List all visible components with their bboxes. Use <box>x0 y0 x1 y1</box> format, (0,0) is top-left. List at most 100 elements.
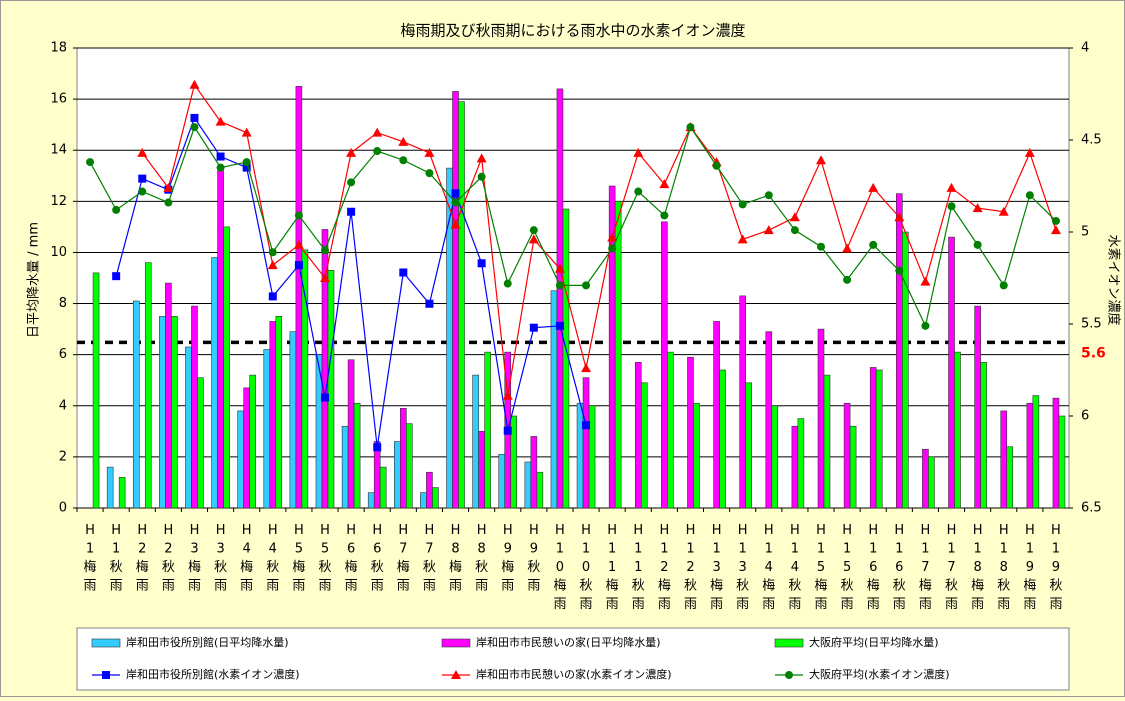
bar <box>791 425 799 509</box>
y-tick-label: 2 <box>59 449 67 464</box>
marker <box>163 182 174 192</box>
marker <box>398 136 409 146</box>
marker <box>267 260 278 270</box>
bar <box>823 374 831 509</box>
chart-title: 梅雨期及び秋雨期における雨水中の水素イオン濃度 <box>400 22 745 40</box>
marker <box>581 363 592 373</box>
bar <box>719 369 726 509</box>
marker <box>190 113 199 122</box>
marker <box>137 147 148 157</box>
bar <box>875 369 883 509</box>
marker <box>294 261 303 270</box>
marker <box>528 234 539 244</box>
bar <box>452 91 459 509</box>
bar <box>165 282 172 509</box>
marker <box>476 153 487 163</box>
bar <box>478 431 485 509</box>
marker <box>347 207 356 216</box>
bar <box>869 367 877 509</box>
bar <box>634 362 642 509</box>
marker <box>659 179 670 189</box>
marker <box>451 198 460 207</box>
x-tick-label: H 1 秋雨 <box>110 523 123 594</box>
marker <box>321 246 329 255</box>
marker <box>972 203 983 213</box>
x-tick-label: H 1 3 梅雨 <box>710 523 723 612</box>
y2-tick-label: 4.5 <box>1081 133 1102 148</box>
marker <box>112 205 121 214</box>
y-tick-label: 10 <box>50 245 67 260</box>
marker <box>1050 225 1061 235</box>
marker <box>190 123 199 132</box>
x-tick-label: H 4 梅雨 <box>240 523 253 594</box>
marker <box>608 244 617 253</box>
marker <box>216 163 225 172</box>
marker <box>582 421 591 430</box>
bar <box>765 331 773 509</box>
marker <box>869 240 878 249</box>
marker <box>895 266 904 275</box>
bar <box>420 492 427 509</box>
legend-label: 大阪府平均(水素イオン濃度) <box>809 667 950 681</box>
marker <box>373 443 382 452</box>
bar <box>406 423 413 509</box>
bar <box>289 331 297 509</box>
bar <box>249 374 256 509</box>
reference-label: 5.6 <box>1081 345 1106 361</box>
bar <box>159 316 166 509</box>
marker <box>947 202 956 211</box>
marker <box>763 225 774 235</box>
x-tick-label: H 1 1 秋雨 <box>632 523 645 612</box>
marker <box>633 147 644 157</box>
marker <box>451 670 461 679</box>
x-tick-label: H 4 秋雨 <box>266 523 279 594</box>
marker <box>503 426 512 435</box>
bar <box>269 321 277 509</box>
bar <box>902 231 909 509</box>
marker <box>686 123 695 132</box>
bar <box>237 410 244 509</box>
bar <box>849 425 857 509</box>
marker <box>424 147 435 157</box>
marker <box>347 178 356 187</box>
marker <box>894 212 905 222</box>
marker <box>477 259 486 268</box>
x-tick-label: H 9 秋雨 <box>527 523 540 594</box>
x-tick-label: H 1 5 梅雨 <box>814 523 827 612</box>
marker <box>425 169 434 178</box>
marker <box>138 187 147 196</box>
bar <box>301 249 309 509</box>
line <box>89 125 1057 328</box>
marker <box>999 281 1008 290</box>
y-tick-label: 6 <box>59 347 67 362</box>
bar <box>817 328 825 509</box>
bar <box>745 382 752 509</box>
bar <box>974 305 981 509</box>
marker <box>503 279 512 288</box>
x-tick-label: H 8 梅雨 <box>449 523 462 594</box>
marker <box>790 226 799 235</box>
x-tick-label: H 1 7 秋雨 <box>945 523 958 612</box>
legend-swatch <box>441 638 471 648</box>
bar <box>373 441 381 509</box>
bar <box>928 456 935 509</box>
x-tick-label: H 1 7 梅雨 <box>919 523 932 612</box>
x-tick-label: H 1 梅雨 <box>84 523 97 594</box>
bar <box>394 441 401 509</box>
legend-label: 岸和田市市民憩いの家(日平均降水量) <box>476 635 661 649</box>
bar <box>275 316 283 509</box>
marker <box>268 248 277 257</box>
marker <box>477 172 486 181</box>
bar <box>400 408 407 509</box>
bar <box>92 272 100 509</box>
marker <box>634 187 643 196</box>
y2-tick-label: 4 <box>1081 41 1089 56</box>
marker <box>399 268 408 277</box>
bar <box>197 377 204 509</box>
bar <box>191 305 198 509</box>
bar <box>498 454 506 509</box>
bar <box>640 382 648 509</box>
marker <box>112 272 121 281</box>
bar <box>530 436 538 509</box>
